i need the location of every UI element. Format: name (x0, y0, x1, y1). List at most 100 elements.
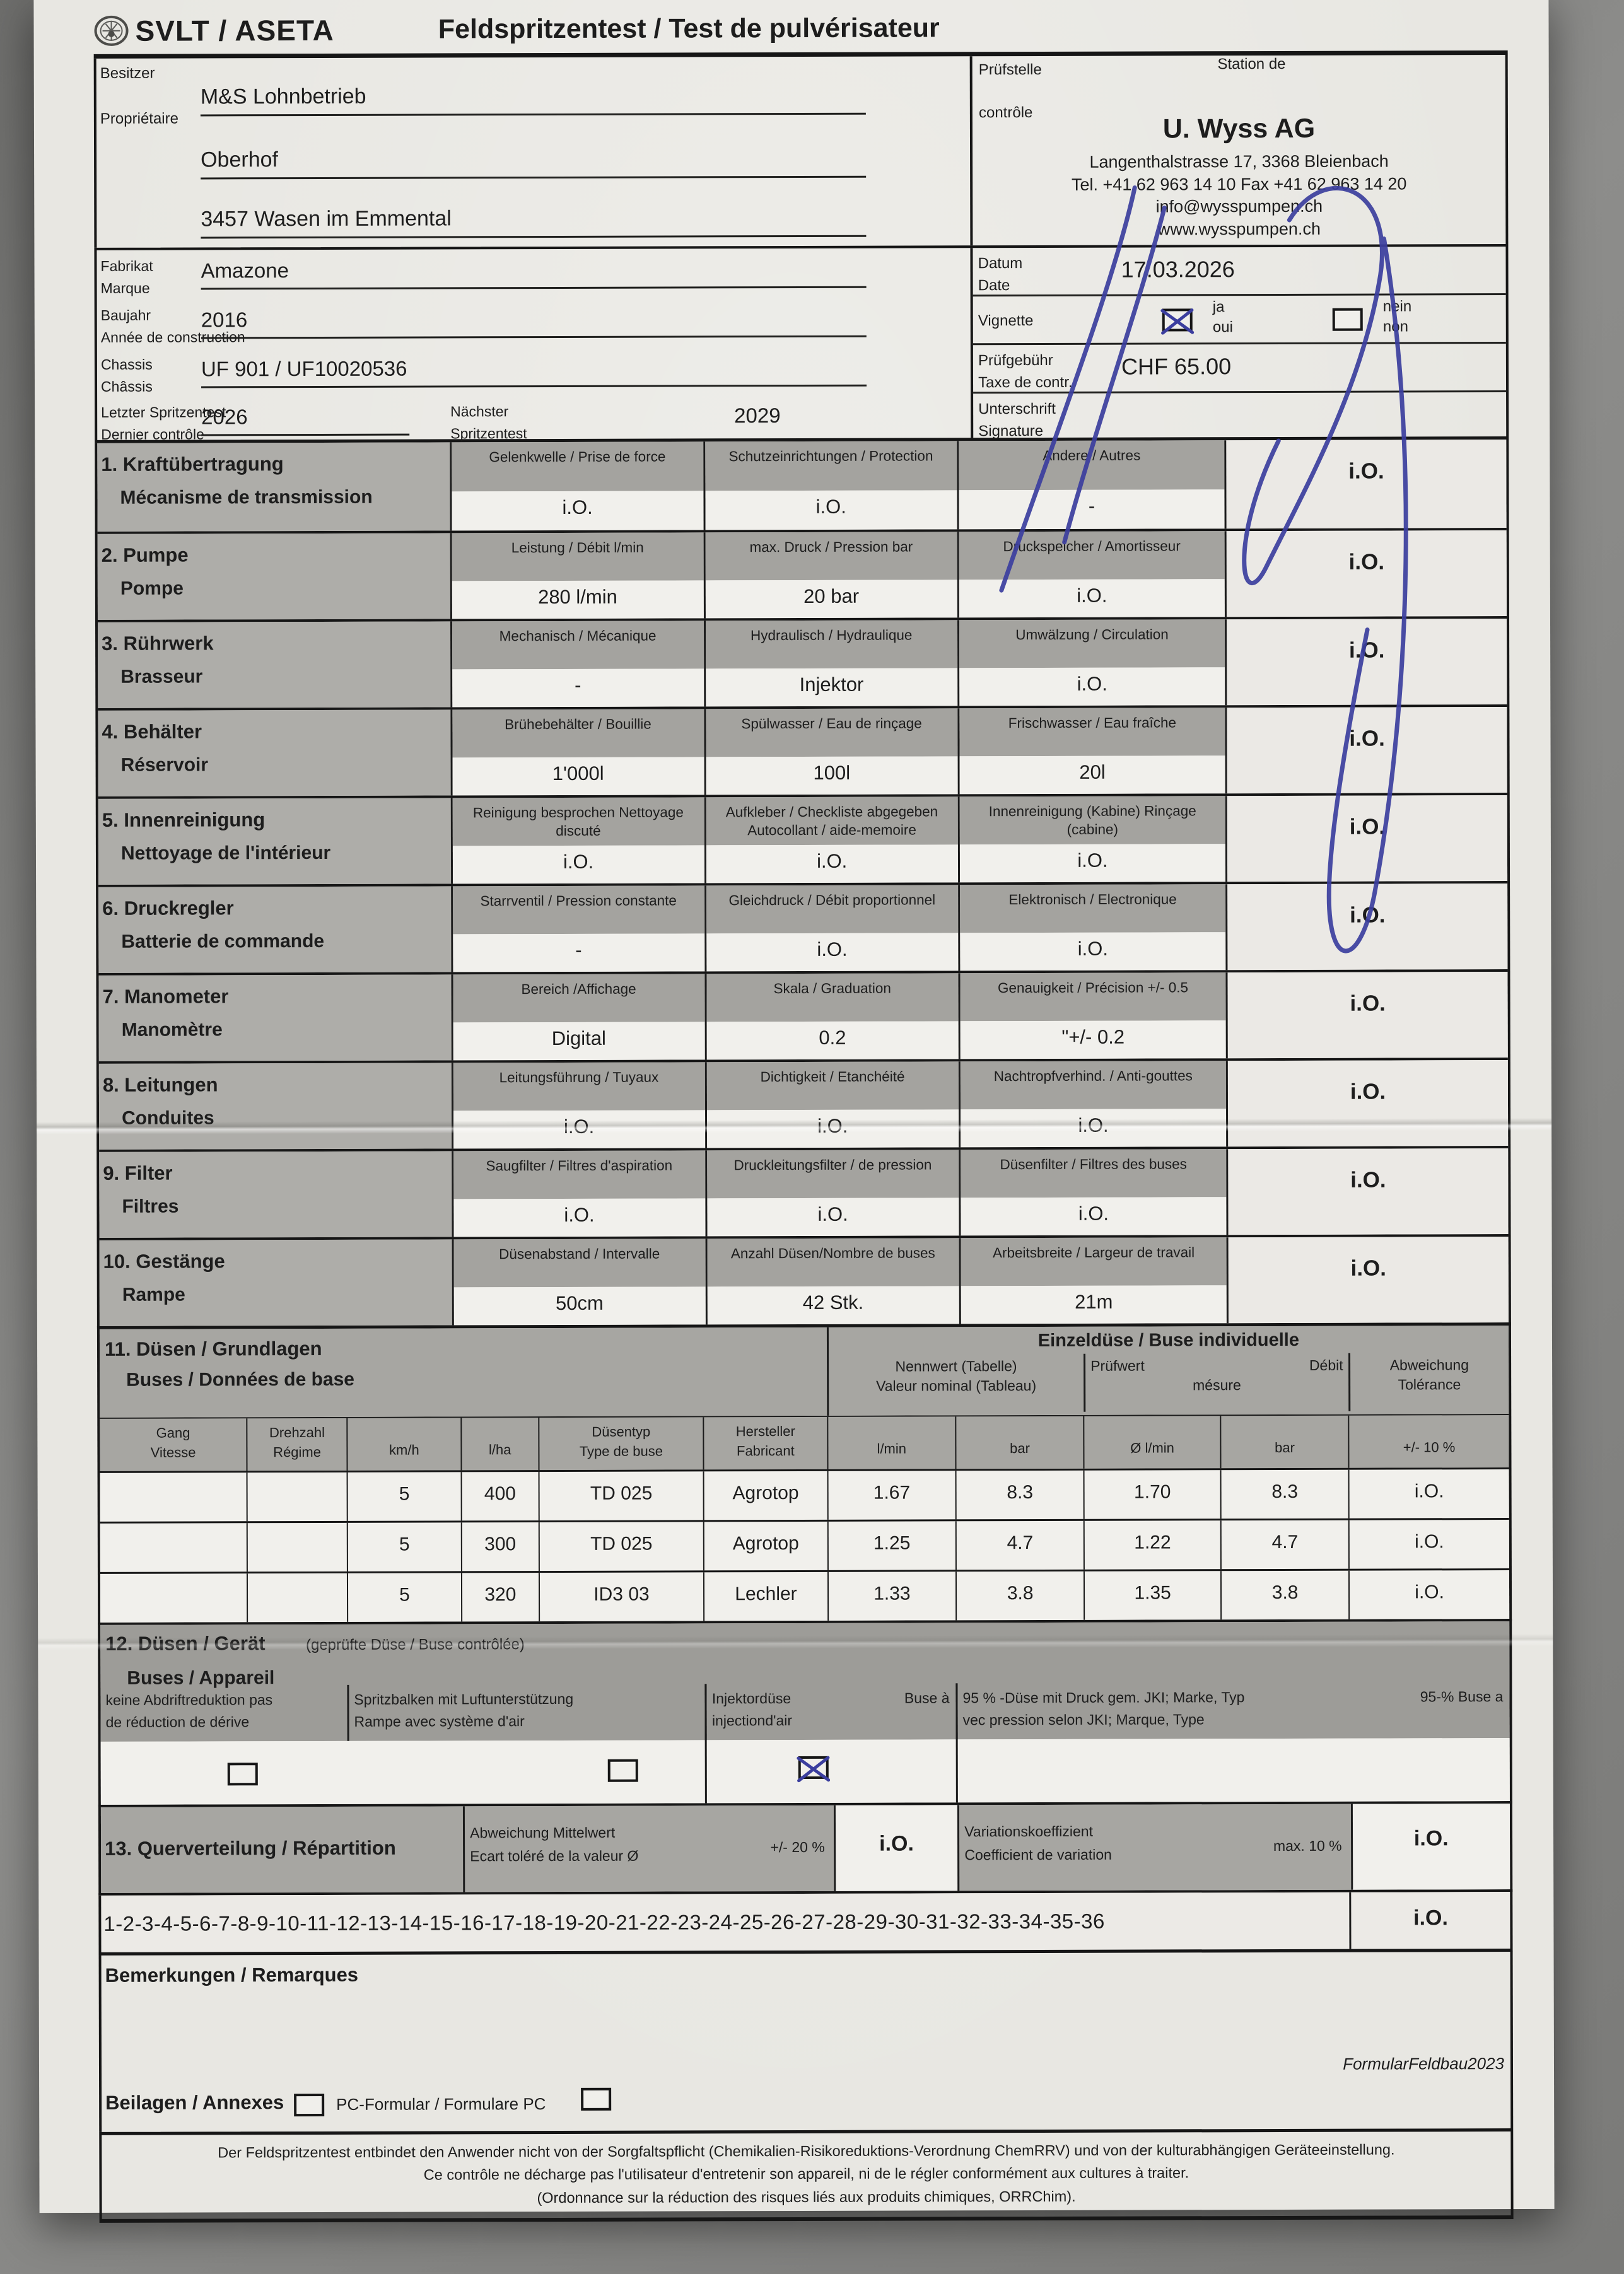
distribution-section: 13. Querverteilung / Répartition Abweich… (98, 1804, 1513, 1896)
s11-title-fr: Buses / Données de base (126, 1368, 354, 1391)
pc-form-label: PC-Formular / Formulare PC (336, 2094, 546, 2114)
machine-testinfo-band: Fabrikat Marque Amazone Baujahr Année de… (94, 244, 1509, 443)
row-7-result: i.O. (1225, 972, 1508, 1059)
s13-tolerance-b: max. 10 % (1273, 1837, 1342, 1855)
table-row-9: 9. Filter Filtres Saugfilter / Filtres d'… (99, 1146, 1509, 1238)
owner-label-fr: Propriétaire (100, 110, 179, 127)
datum-value: 17.03.2026 (1121, 256, 1235, 283)
injector-nozzle-checkbox (798, 1756, 829, 1779)
vignette-ja-label: ja (1212, 298, 1225, 316)
fee-row: Prüfgebühr Taxe de contr. CHF 65.00 (973, 344, 1507, 394)
nexttest-label-de: Nächster (450, 403, 509, 420)
nexttest-label-fr: Spritzentest (450, 424, 527, 441)
table-row-7: 7. Manometer Manomètre Bereich /Affichage… (98, 969, 1508, 1061)
chassis-label-de: Chassis (100, 356, 153, 373)
s11-title-de: 11. Düsen / Grundlagen (104, 1337, 322, 1360)
row-5-result: i.O. (1225, 795, 1508, 882)
row-1-result: i.O. (1224, 440, 1507, 529)
annex-row: FormularFeldbau2023 Beilagen / Annexes P… (102, 2054, 1510, 2125)
table-row-10: 10. Gestänge Rampe Düsenabstand / Interva… (99, 1234, 1509, 1326)
vignette-label: Vignette (978, 312, 1034, 330)
fee-label-fr: Taxe de contr. (978, 373, 1073, 392)
remarks-block: Bemerkungen / Remarques FormularFeldbau2… (98, 1952, 1514, 2132)
vignette-row: Vignette ja oui nein non (973, 295, 1506, 346)
row-3-result: i.O. (1225, 619, 1507, 706)
testinfo-block: Datum Date 17.03.2026 Vignette ja oui ne… (970, 247, 1507, 440)
boom-section-numbers: 1-2-3-4-5-6-7-8-9-10-11-12-13-14-15-16-1… (103, 1909, 1105, 1935)
checklist-table: 1. Kraftübertragung Mécanisme de transmis… (95, 440, 1511, 1329)
s13-title: 13. Querverteilung / Répartition (100, 1806, 464, 1893)
datum-row: Datum Date 17.03.2026 (973, 247, 1506, 297)
signature-row: Unterschrift Signature (973, 392, 1506, 442)
owner-station-band: Besitzer Propriétaire M&S Lohnbetrieb Ob… (93, 55, 1509, 248)
row-10-result: i.O. (1226, 1237, 1509, 1324)
fabrikat-label-fr: Marque (100, 279, 150, 296)
baujahr-value: 2016 (201, 306, 867, 339)
nozzle-row-3: 5 320 ID3 03 Lechler 1.33 3.8 1.35 3.8 i.O. (100, 1568, 1510, 1623)
s13-tolerance-a: +/- 20 % (770, 1838, 825, 1856)
footer-line-3: (Ordonnance sur la réduction des risques… (537, 2188, 1076, 2206)
nozzle-device-section: 12. Düsen / Gerät (geprüfte Düse / Buse … (98, 1621, 1512, 1807)
s12-title-de: 12. Düsen / Gerät (105, 1632, 266, 1655)
table-row-3: 3. Rührwerk Brasseur Mechanisch / Mécaniq… (97, 616, 1507, 708)
extra-annex-checkbox (581, 2087, 612, 2111)
owner-city-field: 3457 Wasen im Emmental (201, 205, 867, 239)
station-label-station-de: Station de (1217, 55, 1286, 73)
table-row-6: 6. Druckregler Batterie de commande Starr… (98, 881, 1508, 973)
chassis-value: UF 901 / UF10020536 (201, 355, 867, 388)
table-row-8: 8. Leitungen Conduites Leitungsführung / … (98, 1058, 1509, 1150)
footer-line-1: Der Feldspritzentest entbindet den Anwen… (218, 2141, 1395, 2161)
footer-disclaimer: Der Feldspritzentest entbindet den Anwen… (99, 2128, 1514, 2224)
row-2-result: i.O. (1224, 530, 1507, 617)
station-phone: Tel. +41 62 963 14 10 Fax +41 62 963 14 … (1071, 174, 1407, 194)
row-4-result: i.O. (1225, 707, 1507, 794)
fee-label-de: Prüfgebühr (978, 351, 1053, 370)
owner-label-de: Besitzer (100, 64, 155, 82)
baujahr-label-de: Baujahr (100, 306, 151, 324)
owner-name-field: M&S Lohnbetrieb (200, 83, 866, 117)
station-web: www.wysspumpen.ch (1157, 219, 1321, 239)
station-company-stamp: U. Wyss AG Langenthalstrasse 17, 3368 Bl… (973, 113, 1505, 242)
vignette-non-label: non (1382, 318, 1408, 335)
scanned-paper-form: SVLT / ASETA Feldspritzentest / Test de … (33, 0, 1555, 2224)
fabrikat-label-de: Fabrikat (100, 257, 153, 274)
numbers-result: i.O. (1349, 1892, 1510, 1949)
table-row-4: 4. Behälter Réservoir Brühebehälter / Bou… (98, 704, 1507, 796)
s11-group-title: Einzeldüse / Buse individuelle (1037, 1329, 1299, 1351)
fabrikat-value: Amazone (201, 257, 867, 290)
vignette-nein-label: nein (1382, 298, 1412, 315)
s12-note: (geprüfte Düse / Buse contrôlée) (305, 1636, 525, 1654)
annex-label: Beilagen / Annexes (105, 2091, 284, 2114)
station-address: Langenthalstrasse 17, 3368 Bleienbach (1089, 151, 1389, 172)
s12-checkbox-row (100, 1738, 1510, 1805)
vignette-oui-label: oui (1212, 318, 1233, 336)
signature-label-fr: Signature (978, 422, 1044, 440)
station-name: U. Wyss AG (1162, 113, 1316, 144)
station-block: Prüfstelle contrôle Station de U. Wyss A… (969, 55, 1506, 246)
nozzle-data-table: 11. Düsen / Grundlagen Buses / Données d… (96, 1326, 1512, 1625)
table-row-2: 2. Pumpe Pompe Leistung / Débit l/min 280 … (97, 528, 1507, 620)
pc-form-checkbox (294, 2093, 325, 2117)
owner-farm-field: Oberhof (201, 146, 867, 180)
section-numbers-row: 1-2-3-4-5-6-7-8-9-10-11-12-13-14-15-16-1… (98, 1892, 1513, 1956)
air-assist-checkbox (607, 1759, 639, 1782)
nozzle-row-1: 5 400 TD 025 Agrotop 1.67 8.3 1.70 8.3 i.O. (100, 1467, 1509, 1522)
remarks-label: Bemerkungen / Remarques (105, 1963, 359, 1986)
datum-label-de: Datum (978, 255, 1023, 272)
svlt-aseta-logo-icon (94, 15, 129, 46)
page-title: Feldspritzentest / Test de pulvérisateur (438, 13, 940, 45)
nozzle-row-2: 5 300 TD 025 Agrotop 1.25 4.7 1.22 4.7 i.O. (100, 1518, 1509, 1572)
vignette-ja-checkbox (1162, 308, 1193, 332)
form-code: FormularFeldbau2023 (1343, 2054, 1505, 2073)
chassis-label-fr: Châssis (100, 378, 153, 395)
lasttest-value: 2026 (201, 404, 410, 436)
station-label-de: Prüfstelle (978, 61, 1042, 79)
s13-result-b: i.O. (1350, 1804, 1510, 1890)
lasttest-label-fr: Dernier contrôle (101, 425, 204, 443)
footer-line-2: Ce contrôle ne décharge pas l'utilisateu… (423, 2164, 1189, 2183)
org-name: SVLT / ASETA (135, 13, 334, 47)
s13-result-a: i.O. (833, 1805, 958, 1891)
row-9-result: i.O. (1226, 1148, 1509, 1235)
nexttest-value: 2029 (734, 404, 781, 428)
form-header: SVLT / ASETA Feldspritzentest / Test de … (93, 3, 1508, 59)
